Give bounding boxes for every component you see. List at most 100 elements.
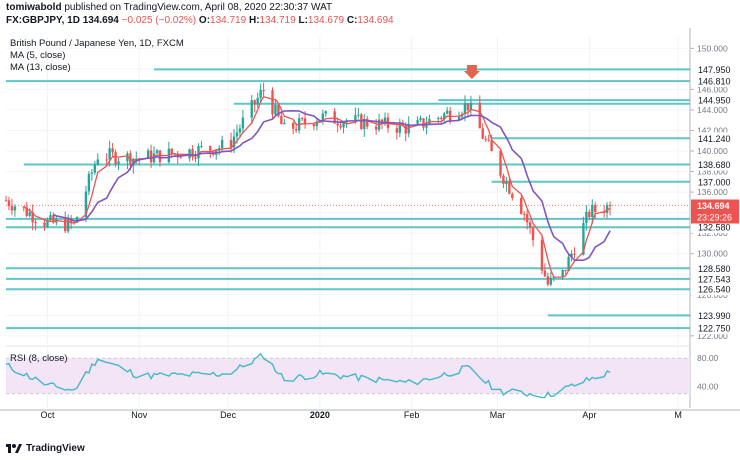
- candle-body[interactable]: [484, 138, 487, 140]
- candle-body[interactable]: [591, 204, 594, 218]
- candle-body[interactable]: [232, 136, 236, 148]
- candle-body[interactable]: [84, 191, 88, 218]
- candle-body[interactable]: [283, 122, 286, 125]
- candle-body[interactable]: [250, 100, 253, 118]
- candle-body[interactable]: [339, 125, 342, 128]
- candle-body[interactable]: [605, 205, 609, 213]
- candle-body[interactable]: [271, 90, 274, 115]
- candle-body[interactable]: [594, 204, 597, 212]
- candle-body[interactable]: [105, 159, 108, 161]
- publisher-name[interactable]: tomiwabold: [6, 2, 62, 13]
- candle-body[interactable]: [277, 104, 280, 116]
- candle-body[interactable]: [520, 197, 523, 214]
- candle-body[interactable]: [312, 124, 316, 127]
- candle-body[interactable]: [404, 125, 407, 134]
- candle-body[interactable]: [256, 97, 259, 105]
- candle-body[interactable]: [443, 113, 446, 120]
- candle-body[interactable]: [69, 218, 73, 224]
- candle-body[interactable]: [114, 152, 117, 165]
- candle-body[interactable]: [490, 140, 493, 152]
- candle-body[interactable]: [321, 113, 325, 120]
- candle-body[interactable]: [573, 253, 576, 255]
- candle-body[interactable]: [13, 206, 17, 211]
- candle-body[interactable]: [374, 126, 378, 130]
- candle-body[interactable]: [280, 115, 283, 125]
- candle-body[interactable]: [34, 222, 37, 224]
- price-chart[interactable]: 150.000148.000146.000144.000142.000140.0…: [0, 28, 740, 437]
- candle-body[interactable]: [508, 181, 511, 194]
- candle-body[interactable]: [440, 117, 443, 120]
- candle-body[interactable]: [608, 205, 612, 207]
- candle-body[interactable]: [259, 89, 262, 98]
- candle-body[interactable]: [525, 214, 529, 223]
- candle-body[interactable]: [549, 277, 553, 285]
- candle-body[interactable]: [481, 128, 484, 139]
- candle-body[interactable]: [588, 211, 591, 218]
- candle-body[interactable]: [357, 114, 360, 116]
- candle-body[interactable]: [445, 110, 449, 114]
- candle-body[interactable]: [28, 212, 31, 216]
- candle-body[interactable]: [419, 118, 422, 120]
- candle-body[interactable]: [197, 146, 200, 159]
- candle-body[interactable]: [342, 122, 345, 128]
- candle-body[interactable]: [238, 128, 242, 133]
- candle-body[interactable]: [46, 220, 49, 227]
- candle-body[interactable]: [531, 227, 535, 241]
- candle-body[interactable]: [64, 219, 67, 232]
- candle-body[interactable]: [31, 212, 34, 223]
- candle-body[interactable]: [360, 114, 363, 130]
- candle-body[interactable]: [303, 118, 307, 125]
- candle-body[interactable]: [52, 215, 55, 223]
- candle-body[interactable]: [561, 270, 564, 277]
- candle-body[interactable]: [108, 148, 111, 160]
- candle-body[interactable]: [75, 217, 79, 223]
- candle-body[interactable]: [457, 116, 461, 121]
- candle-body[interactable]: [522, 213, 526, 215]
- candle-body[interactable]: [499, 151, 502, 176]
- candle-body[interactable]: [191, 149, 194, 158]
- candle-body[interactable]: [354, 115, 357, 121]
- candle-body[interactable]: [170, 148, 174, 154]
- candle-body[interactable]: [380, 119, 384, 124]
- candle-body[interactable]: [146, 150, 150, 159]
- candle-body[interactable]: [220, 140, 224, 149]
- candle-body[interactable]: [540, 240, 544, 271]
- candle-body[interactable]: [300, 118, 304, 120]
- candle-body[interactable]: [96, 159, 99, 165]
- candle-body[interactable]: [262, 89, 265, 91]
- candle-body[interactable]: [448, 110, 452, 121]
- candle-body[interactable]: [149, 150, 153, 163]
- candle-body[interactable]: [93, 164, 97, 173]
- candle-body[interactable]: [194, 157, 197, 159]
- candle-body[interactable]: [25, 207, 28, 216]
- candle-body[interactable]: [543, 270, 547, 277]
- candle-body[interactable]: [425, 124, 428, 128]
- ma13-line[interactable]: [53, 109, 611, 261]
- candle-body[interactable]: [49, 215, 52, 221]
- candle-body[interactable]: [395, 128, 399, 133]
- candle-body[interactable]: [505, 181, 508, 184]
- candle-body[interactable]: [570, 253, 573, 257]
- candle-body[interactable]: [253, 100, 256, 105]
- tradingview-brand[interactable]: TradingView: [26, 443, 85, 454]
- candle-body[interactable]: [155, 150, 159, 154]
- candle-body[interactable]: [117, 161, 120, 165]
- candle-body[interactable]: [87, 173, 91, 192]
- candle-body[interactable]: [209, 146, 212, 151]
- candle-body[interactable]: [43, 222, 46, 227]
- candle-body[interactable]: [366, 118, 369, 127]
- candle-body[interactable]: [582, 223, 585, 255]
- candle-body[interactable]: [564, 270, 567, 272]
- candle-body[interactable]: [229, 140, 233, 148]
- candle-body[interactable]: [132, 158, 135, 166]
- candle-body[interactable]: [585, 211, 588, 224]
- candle-body[interactable]: [437, 117, 440, 120]
- candle-body[interactable]: [383, 117, 387, 124]
- candle-body[interactable]: [333, 111, 336, 124]
- candle-body[interactable]: [324, 111, 327, 114]
- candle-body[interactable]: [602, 211, 606, 213]
- candle-body[interactable]: [4, 200, 8, 202]
- candle-body[interactable]: [546, 276, 550, 285]
- tradingview-logo-icon[interactable]: [6, 441, 22, 455]
- candle-body[interactable]: [336, 123, 339, 126]
